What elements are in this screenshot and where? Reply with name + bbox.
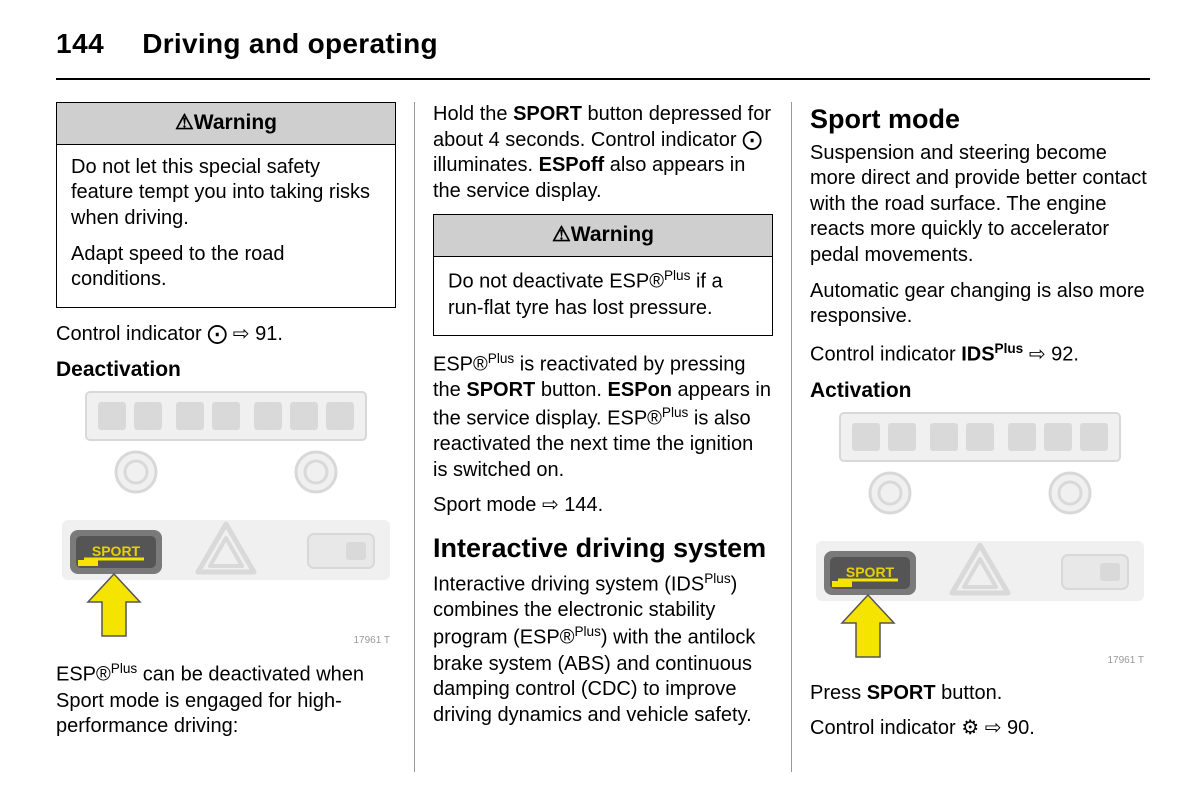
sport-mode-p1: Suspension and steering become more dire… — [810, 141, 1150, 269]
reactivate-text: ESP®Plus is reactivated by pressing the … — [433, 350, 773, 483]
arrow-icon: ⇨ — [542, 494, 559, 516]
hold-button-text: Hold the SPORT button depressed for abou… — [433, 102, 773, 204]
image-code: 17961 T — [1107, 655, 1144, 668]
ids-heading: Interactive driving system — [433, 531, 773, 566]
ids-body-text: Interactive driving system (IDSPlus) com… — [433, 570, 773, 729]
control-indicator-ids: Control indicator IDSPlus ⇨ 92. — [810, 340, 1150, 368]
esp-icon: ⨀ — [207, 323, 227, 345]
warning-label: Warning — [194, 111, 277, 134]
dashboard-svg: SPORT — [810, 411, 1150, 669]
column-2: Hold the SPORT button depressed for abou… — [414, 102, 792, 772]
warning-box-1: ⚠Warning Do not let this special safety … — [56, 102, 396, 308]
deactivation-heading: Deactivation — [56, 357, 396, 384]
warning-icon: ⚠ — [552, 223, 571, 246]
warning-header: ⚠Warning — [434, 215, 772, 257]
warning-text: Do not deactivate ESP®Plus if a run-flat… — [448, 267, 758, 321]
dashboard-svg: SPORT — [56, 390, 396, 648]
page-title: Driving and operating — [142, 28, 438, 60]
svg-text:SPORT: SPORT — [92, 543, 141, 559]
svg-text:SPORT: SPORT — [846, 564, 895, 580]
activation-heading: Activation — [810, 378, 1150, 405]
warning-text: Adapt speed to the road conditions. — [71, 242, 381, 293]
warning-body: Do not deactivate ESP®Plus if a run-flat… — [434, 257, 772, 335]
page-number: 144 — [56, 28, 104, 60]
sport-mode-heading: Sport mode — [810, 102, 1150, 137]
ids-icon: ⚙ — [961, 717, 979, 739]
content-columns: ⚠Warning Do not let this special safety … — [56, 102, 1150, 772]
warning-box-2: ⚠Warning Do not deactivate ESP®Plus if a… — [433, 214, 773, 336]
warning-body: Do not let this special safety feature t… — [57, 145, 395, 307]
arrow-icon: ⇨ — [985, 717, 1002, 739]
dashboard-illustration: SPORT 17961 T — [56, 390, 396, 648]
sport-mode-p2: Automatic gear changing is also more res… — [810, 279, 1150, 330]
control-indicator-line: Control indicator ⨀ ⇨ 91. — [56, 322, 396, 348]
image-code: 17961 T — [353, 635, 390, 648]
column-1: ⚠Warning Do not let this special safety … — [56, 102, 414, 772]
press-sport-text: Press SPORT button. — [810, 681, 1150, 707]
warning-text: Do not let this special safety feature t… — [71, 155, 381, 232]
sport-mode-ref: Sport mode ⇨ 144. — [433, 493, 773, 519]
esp-icon: ⨀ — [742, 129, 762, 151]
warning-label: Warning — [571, 223, 654, 246]
arrow-icon: ⇨ — [1029, 343, 1046, 365]
dashboard-illustration: SPORT 17961 T — [810, 411, 1150, 669]
esp-deactivate-text: ESP®Plus can be deactivated when Sport m… — [56, 660, 396, 739]
control-indicator-line-2: Control indicator ⚙ ⇨ 90. — [810, 716, 1150, 742]
warning-header: ⚠Warning — [57, 103, 395, 145]
page-header: 144 Driving and operating — [56, 28, 1150, 80]
warning-icon: ⚠ — [175, 111, 194, 134]
arrow-icon: ⇨ — [233, 323, 250, 345]
column-3: Sport mode Suspension and steering becom… — [792, 102, 1150, 772]
